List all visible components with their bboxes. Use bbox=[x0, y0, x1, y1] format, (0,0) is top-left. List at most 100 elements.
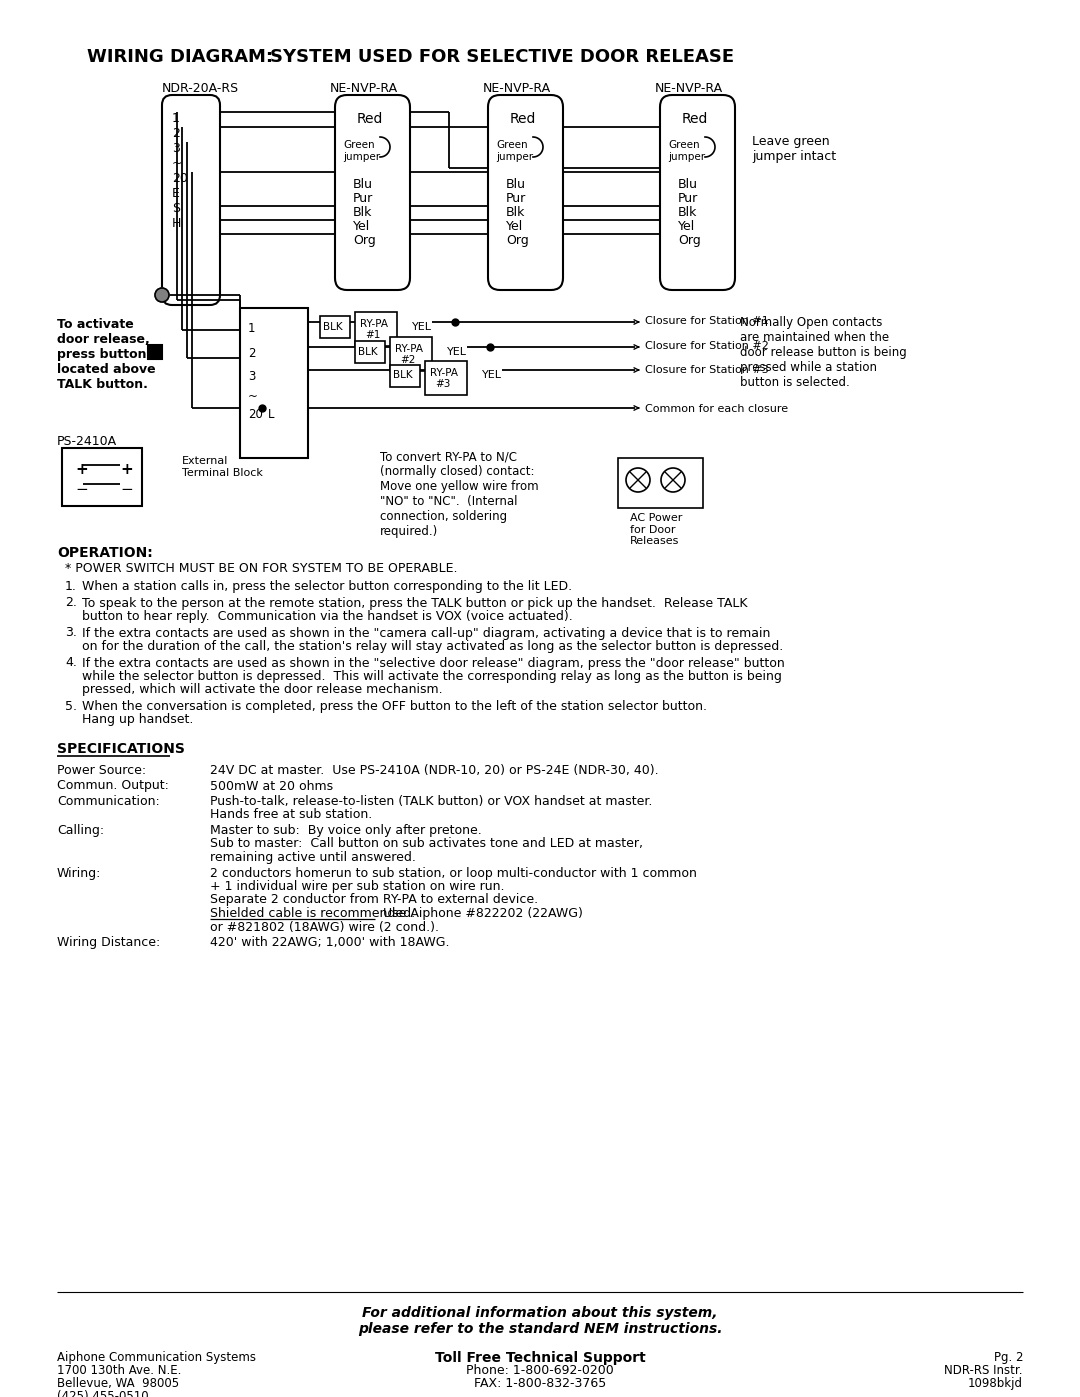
Bar bbox=[62, 448, 141, 506]
Text: Green
jumper: Green jumper bbox=[496, 140, 534, 162]
Text: 1700 130th Ave. N.E.: 1700 130th Ave. N.E. bbox=[57, 1363, 181, 1377]
Bar bbox=[618, 458, 703, 509]
Text: 420' with 22AWG; 1,000' with 18AWG.: 420' with 22AWG; 1,000' with 18AWG. bbox=[210, 936, 449, 949]
Text: RY-PA: RY-PA bbox=[430, 367, 458, 379]
Text: remaining active until answered.: remaining active until answered. bbox=[210, 851, 416, 863]
Text: Leave green
jumper intact: Leave green jumper intact bbox=[752, 136, 836, 163]
Text: Green
jumper: Green jumper bbox=[343, 140, 380, 162]
Text: FAX: 1-800-832-3765: FAX: 1-800-832-3765 bbox=[474, 1377, 606, 1390]
Text: S: S bbox=[172, 203, 180, 215]
Text: Commun. Output:: Commun. Output: bbox=[57, 780, 168, 792]
Text: Pg. 2: Pg. 2 bbox=[994, 1351, 1023, 1363]
Text: Push-to-talk, release-to-listen (TALK button) or VOX handset at master.: Push-to-talk, release-to-listen (TALK bu… bbox=[210, 795, 652, 807]
Text: NDR-20A-RS: NDR-20A-RS bbox=[162, 82, 239, 95]
Text: NE-NVP-RA: NE-NVP-RA bbox=[483, 82, 551, 95]
Text: SPECIFICATIONS: SPECIFICATIONS bbox=[57, 742, 185, 756]
Text: Pur: Pur bbox=[678, 191, 699, 205]
Text: 24V DC at master.  Use PS-2410A (NDR-10, 20) or PS-24E (NDR-30, 40).: 24V DC at master. Use PS-2410A (NDR-10, … bbox=[210, 764, 659, 777]
Text: Normally Open contacts
are maintained when the
door release button is being
pres: Normally Open contacts are maintained wh… bbox=[740, 316, 907, 388]
Text: YEL: YEL bbox=[482, 370, 502, 380]
Text: 4.: 4. bbox=[65, 657, 77, 669]
Text: 1: 1 bbox=[172, 112, 180, 124]
FancyBboxPatch shape bbox=[335, 95, 410, 291]
Text: To convert RY-PA to N/C
(normally closed) contact:
Move one yellow wire from
"NO: To convert RY-PA to N/C (normally closed… bbox=[380, 450, 539, 538]
Text: Wiring Distance:: Wiring Distance: bbox=[57, 936, 160, 949]
Text: Closure for Station #2: Closure for Station #2 bbox=[645, 341, 769, 351]
Text: YEL: YEL bbox=[447, 346, 467, 358]
Text: 500mW at 20 ohms: 500mW at 20 ohms bbox=[210, 780, 333, 792]
Text: Blk: Blk bbox=[678, 205, 698, 219]
Text: Green
jumper: Green jumper bbox=[669, 140, 705, 162]
Text: Toll Free Technical Support: Toll Free Technical Support bbox=[434, 1351, 646, 1365]
Text: If the extra contacts are used as shown in the "selective door release" diagram,: If the extra contacts are used as shown … bbox=[82, 657, 785, 669]
Text: WIRING DIAGRAM:: WIRING DIAGRAM: bbox=[87, 47, 273, 66]
Text: Shielded cable is recommended.: Shielded cable is recommended. bbox=[210, 907, 415, 921]
Text: 2: 2 bbox=[172, 127, 180, 140]
Text: 2 conductors homerun to sub station, or loop multi-conductor with 1 common: 2 conductors homerun to sub station, or … bbox=[210, 866, 697, 880]
FancyBboxPatch shape bbox=[660, 95, 735, 291]
Text: BLK: BLK bbox=[393, 370, 413, 380]
Text: 1: 1 bbox=[248, 321, 256, 335]
Text: 2.: 2. bbox=[65, 597, 77, 609]
Text: Pur: Pur bbox=[353, 191, 374, 205]
Text: H: H bbox=[172, 217, 181, 231]
Text: OPERATION:: OPERATION: bbox=[57, 546, 152, 560]
Text: 2: 2 bbox=[248, 346, 256, 360]
Text: To activate
door release,
press button
located above
TALK button.: To activate door release, press button l… bbox=[57, 319, 156, 391]
Bar bbox=[390, 337, 432, 372]
Text: Bellevue, WA  98005: Bellevue, WA 98005 bbox=[57, 1377, 179, 1390]
Text: Sub to master:  Call button on sub activates tone and LED at master,: Sub to master: Call button on sub activa… bbox=[210, 837, 643, 851]
Text: 3: 3 bbox=[172, 142, 180, 155]
Text: Yel: Yel bbox=[353, 219, 370, 233]
Text: Hands free at sub station.: Hands free at sub station. bbox=[210, 809, 373, 821]
Text: To speak to the person at the remote station, press the TALK button or pick up t: To speak to the person at the remote sta… bbox=[82, 597, 747, 609]
Text: AC Power
for Door
Releases: AC Power for Door Releases bbox=[630, 513, 683, 546]
Text: L: L bbox=[268, 408, 274, 420]
Bar bbox=[240, 307, 308, 458]
Bar bbox=[355, 341, 384, 363]
Text: Org: Org bbox=[678, 235, 701, 247]
Text: For additional information about this system,
please refer to the standard NEM i: For additional information about this sy… bbox=[357, 1306, 723, 1336]
Text: 1.: 1. bbox=[65, 580, 77, 592]
Text: Aiphone Communication Systems: Aiphone Communication Systems bbox=[57, 1351, 256, 1363]
Text: #1: #1 bbox=[365, 330, 380, 339]
Text: Separate 2 conductor from RY-PA to external device.: Separate 2 conductor from RY-PA to exter… bbox=[210, 894, 538, 907]
Text: +: + bbox=[75, 462, 87, 476]
Text: + 1 individual wire per sub station on wire run.: + 1 individual wire per sub station on w… bbox=[210, 880, 504, 893]
Text: * POWER SWITCH MUST BE ON FOR SYSTEM TO BE OPERABLE.: * POWER SWITCH MUST BE ON FOR SYSTEM TO … bbox=[57, 562, 458, 576]
Text: Pur: Pur bbox=[507, 191, 526, 205]
Text: Red: Red bbox=[510, 112, 537, 126]
Text: Red: Red bbox=[357, 112, 383, 126]
Text: ~: ~ bbox=[172, 156, 183, 170]
Text: 5.: 5. bbox=[65, 700, 77, 712]
Text: button to hear reply.  Communication via the handset is VOX (voice actuated).: button to hear reply. Communication via … bbox=[82, 610, 572, 623]
Text: NDR-RS Instr.: NDR-RS Instr. bbox=[945, 1363, 1023, 1377]
Text: Master to sub:  By voice only after pretone.: Master to sub: By voice only after preto… bbox=[210, 824, 482, 837]
Text: Blu: Blu bbox=[678, 177, 698, 191]
Text: Red: Red bbox=[681, 112, 708, 126]
Text: or #821802 (18AWG) wire (2 cond.).: or #821802 (18AWG) wire (2 cond.). bbox=[210, 921, 438, 933]
Text: SYSTEM USED FOR SELECTIVE DOOR RELEASE: SYSTEM USED FOR SELECTIVE DOOR RELEASE bbox=[270, 47, 734, 66]
Text: When the conversation is completed, press the OFF button to the left of the stat: When the conversation is completed, pres… bbox=[82, 700, 707, 712]
Bar bbox=[148, 345, 162, 359]
Text: Yel: Yel bbox=[507, 219, 523, 233]
Circle shape bbox=[156, 288, 168, 302]
Text: Yel: Yel bbox=[678, 219, 696, 233]
Text: #3: #3 bbox=[435, 379, 450, 388]
Text: BLK: BLK bbox=[357, 346, 378, 358]
Text: Phone: 1-800-692-0200: Phone: 1-800-692-0200 bbox=[467, 1363, 613, 1377]
Text: while the selector button is depressed.  This will activate the corresponding re: while the selector button is depressed. … bbox=[82, 671, 782, 683]
Text: Org: Org bbox=[507, 235, 529, 247]
Text: RY-PA: RY-PA bbox=[360, 319, 388, 330]
FancyBboxPatch shape bbox=[162, 95, 220, 305]
Text: Hang up handset.: Hang up handset. bbox=[82, 714, 193, 726]
Text: When a station calls in, press the selector button corresponding to the lit LED.: When a station calls in, press the selec… bbox=[82, 580, 572, 592]
Text: on for the duration of the call, the station's relay will stay activated as long: on for the duration of the call, the sta… bbox=[82, 640, 783, 652]
Text: External
Terminal Block: External Terminal Block bbox=[183, 455, 262, 478]
Text: Blk: Blk bbox=[507, 205, 525, 219]
Text: ~: ~ bbox=[248, 390, 258, 402]
Text: (425) 455-0510: (425) 455-0510 bbox=[57, 1390, 149, 1397]
Text: PS-2410A: PS-2410A bbox=[57, 434, 117, 448]
Text: 20: 20 bbox=[172, 172, 188, 184]
Bar bbox=[426, 360, 467, 395]
